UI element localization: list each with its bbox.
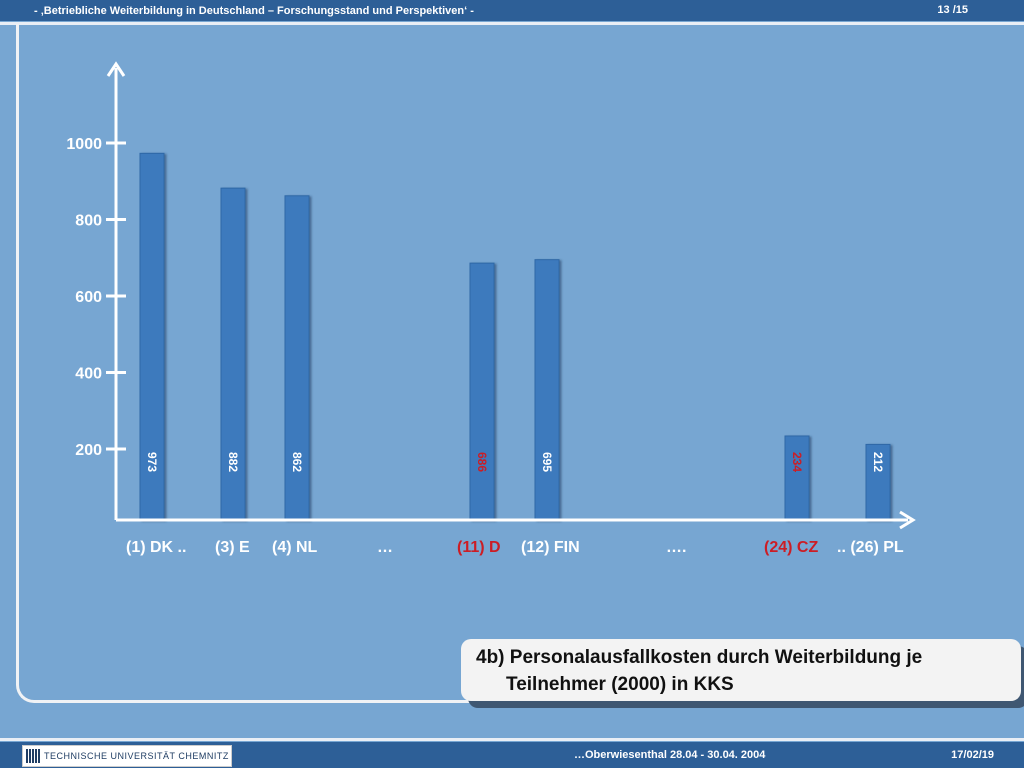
bar-value-label: 695 — [540, 452, 554, 472]
university-logo: TECHNISCHE UNIVERSITÄT CHEMNITZ — [22, 745, 232, 767]
category-label: (1) DK .. — [126, 539, 186, 556]
category-label: (24) CZ — [764, 539, 818, 556]
bar-value-label: 882 — [226, 452, 240, 472]
category-label: (4) NL — [272, 539, 318, 556]
bar-value-label: 973 — [145, 452, 159, 472]
y-tick-label: 200 — [75, 442, 102, 459]
footer-divider — [0, 738, 1024, 741]
bar — [220, 187, 246, 521]
caption-line-1: 4b) Personalausfallkosten durch Weiterbi… — [476, 647, 923, 668]
y-tick-label: 1000 — [66, 136, 102, 153]
category-label: … — [377, 539, 393, 556]
y-axis-arrow-icon — [106, 61, 126, 77]
category-label: (11) D — [457, 539, 501, 556]
header-divider — [0, 22, 1024, 25]
bar-value-label: 212 — [871, 452, 885, 472]
event-info: …Oberwiesenthal 28.04 - 30.04. 2004 — [574, 749, 766, 761]
bar — [865, 443, 891, 521]
slide-header: - ‚Betriebliche Weiterbildung in Deutsch… — [0, 0, 1024, 21]
bar-value-label: 862 — [290, 452, 304, 472]
slide-footer: TECHNISCHE UNIVERSITÄT CHEMNITZ …Oberwie… — [0, 742, 1024, 768]
category-label: (12) FIN — [521, 539, 580, 556]
category-label: (3) E — [215, 539, 250, 556]
university-logo-text: TECHNISCHE UNIVERSITÄT CHEMNITZ — [44, 751, 229, 761]
bar — [534, 259, 560, 521]
category-label: …. — [666, 539, 686, 556]
caption-line-2: Teilnehmer (2000) in KKS — [506, 674, 734, 695]
chart-caption-box: 4b) Personalausfallkosten durch Weiterbi… — [461, 639, 1021, 701]
category-label: .. (26) PL — [837, 539, 904, 556]
bar — [469, 262, 495, 521]
y-tick-label: 800 — [75, 213, 102, 230]
bar-value-label: 234 — [790, 452, 804, 472]
bar — [284, 195, 310, 521]
bar — [784, 435, 810, 521]
page-number: 13 /15 — [937, 4, 968, 16]
university-logo-icon — [26, 749, 40, 763]
x-axis-arrow-icon — [899, 510, 916, 530]
bar-value-label: 686 — [475, 452, 489, 472]
slide-title: - ‚Betriebliche Weiterbildung in Deutsch… — [34, 5, 474, 17]
y-tick-label: 400 — [75, 366, 102, 383]
footer-date: 17/02/19 — [951, 749, 994, 761]
y-tick-label: 600 — [75, 289, 102, 306]
